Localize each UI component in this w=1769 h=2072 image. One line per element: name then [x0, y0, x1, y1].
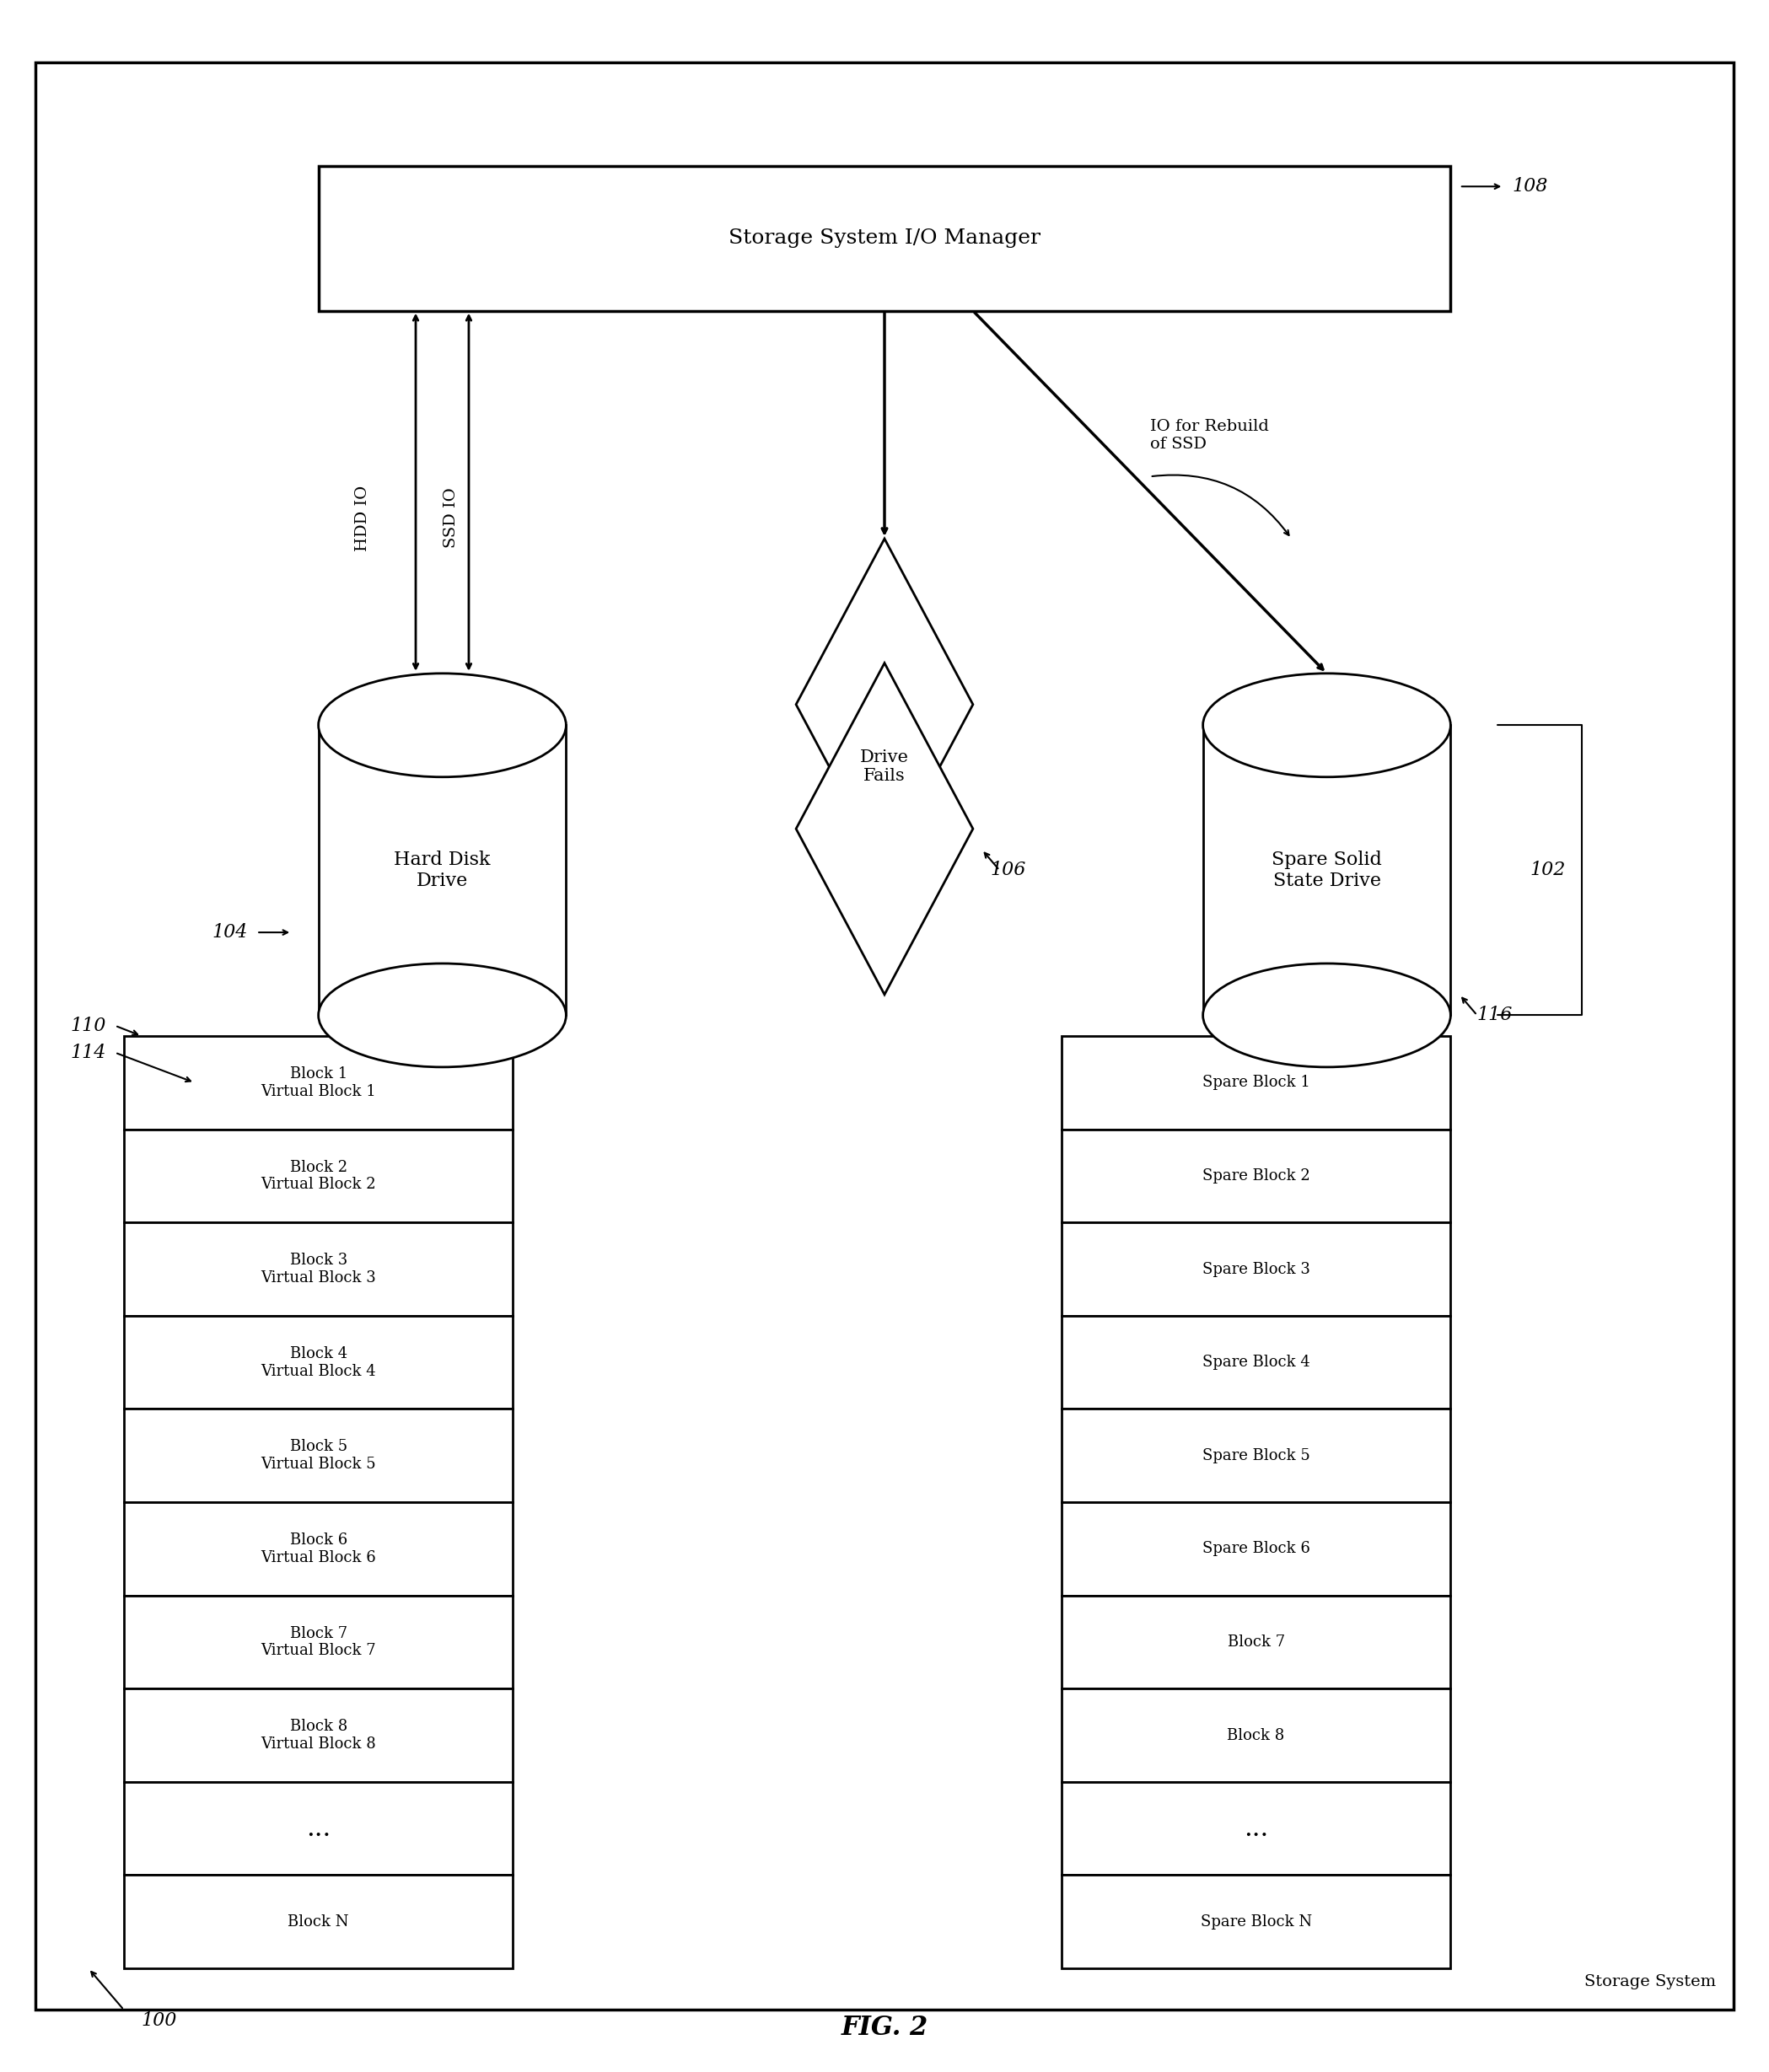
Text: Hard Disk
Drive: Hard Disk Drive [394, 850, 490, 891]
Polygon shape [796, 539, 973, 870]
Text: Spare Block 2: Spare Block 2 [1203, 1169, 1309, 1183]
Text: 102: 102 [1530, 862, 1566, 879]
Bar [124, 1502, 513, 1595]
Bar [1061, 1129, 1451, 1222]
Bar [124, 1409, 513, 1502]
Text: Block N: Block N [288, 1915, 348, 1929]
Text: FIG. 2: FIG. 2 [840, 2014, 929, 2041]
Text: IO for Rebuild
of SSD: IO for Rebuild of SSD [1150, 419, 1268, 452]
Bar [124, 1316, 513, 1409]
Text: Block 1
Virtual Block 1: Block 1 Virtual Block 1 [260, 1067, 377, 1098]
Text: Block 7: Block 7 [1228, 1635, 1284, 1649]
Bar [1061, 1595, 1451, 1689]
Bar [1061, 1875, 1451, 1968]
Text: 100: 100 [142, 2012, 177, 2028]
Text: Spare Block 1: Spare Block 1 [1203, 1075, 1309, 1090]
Text: Spare Block 4: Spare Block 4 [1203, 1355, 1309, 1370]
Text: Drive
Fails: Drive Fails [860, 750, 909, 783]
Polygon shape [796, 663, 973, 995]
Text: Spare Block N: Spare Block N [1201, 1915, 1311, 1929]
Bar [124, 1782, 513, 1875]
Ellipse shape [1203, 673, 1451, 777]
Bar [124, 1875, 513, 1968]
Text: Block 8: Block 8 [1228, 1728, 1284, 1743]
Text: 106: 106 [991, 862, 1026, 879]
Text: HDD IO: HDD IO [356, 485, 370, 551]
Text: 110: 110 [71, 1017, 106, 1034]
Bar [124, 1222, 513, 1316]
Text: Spare Block 5: Spare Block 5 [1203, 1448, 1309, 1463]
Bar [1061, 1222, 1451, 1316]
Bar [124, 1689, 513, 1782]
Bar [1061, 1036, 1451, 1129]
Text: Storage System: Storage System [1585, 1975, 1716, 1989]
Text: Block 6
Virtual Block 6: Block 6 Virtual Block 6 [260, 1533, 377, 1564]
Text: 108: 108 [1512, 178, 1548, 195]
Text: ...: ... [1244, 1815, 1268, 1842]
Ellipse shape [318, 963, 566, 1067]
Text: Spare Block 6: Spare Block 6 [1203, 1542, 1309, 1556]
Text: SSD IO: SSD IO [444, 487, 458, 549]
Text: Block 8
Virtual Block 8: Block 8 Virtual Block 8 [260, 1720, 377, 1751]
Text: Block 2
Virtual Block 2: Block 2 Virtual Block 2 [260, 1160, 377, 1191]
FancyBboxPatch shape [35, 62, 1734, 2010]
Text: Block 7
Virtual Block 7: Block 7 Virtual Block 7 [260, 1627, 377, 1658]
Bar [1061, 1782, 1451, 1875]
Text: 114: 114 [71, 1044, 106, 1061]
Text: Spare Block 3: Spare Block 3 [1203, 1262, 1309, 1276]
Text: ...: ... [306, 1815, 331, 1842]
Text: 104: 104 [212, 924, 248, 941]
Text: Spare Solid
State Drive: Spare Solid State Drive [1272, 850, 1382, 891]
Bar [124, 1129, 513, 1222]
Bar [1061, 1316, 1451, 1409]
Bar [1203, 725, 1451, 1015]
Ellipse shape [318, 673, 566, 777]
Bar [318, 725, 566, 1015]
Text: Block 4
Virtual Block 4: Block 4 Virtual Block 4 [260, 1347, 377, 1378]
Text: Block 3
Virtual Block 3: Block 3 Virtual Block 3 [260, 1254, 377, 1285]
Bar [124, 1036, 513, 1129]
Bar [1061, 1502, 1451, 1595]
Text: 116: 116 [1477, 1007, 1512, 1024]
Text: Block 5
Virtual Block 5: Block 5 Virtual Block 5 [260, 1440, 377, 1471]
Bar [1061, 1409, 1451, 1502]
Bar [1061, 1689, 1451, 1782]
FancyBboxPatch shape [318, 166, 1451, 311]
Bar [124, 1595, 513, 1689]
Ellipse shape [1203, 963, 1451, 1067]
Text: Storage System I/O Manager: Storage System I/O Manager [729, 228, 1040, 249]
